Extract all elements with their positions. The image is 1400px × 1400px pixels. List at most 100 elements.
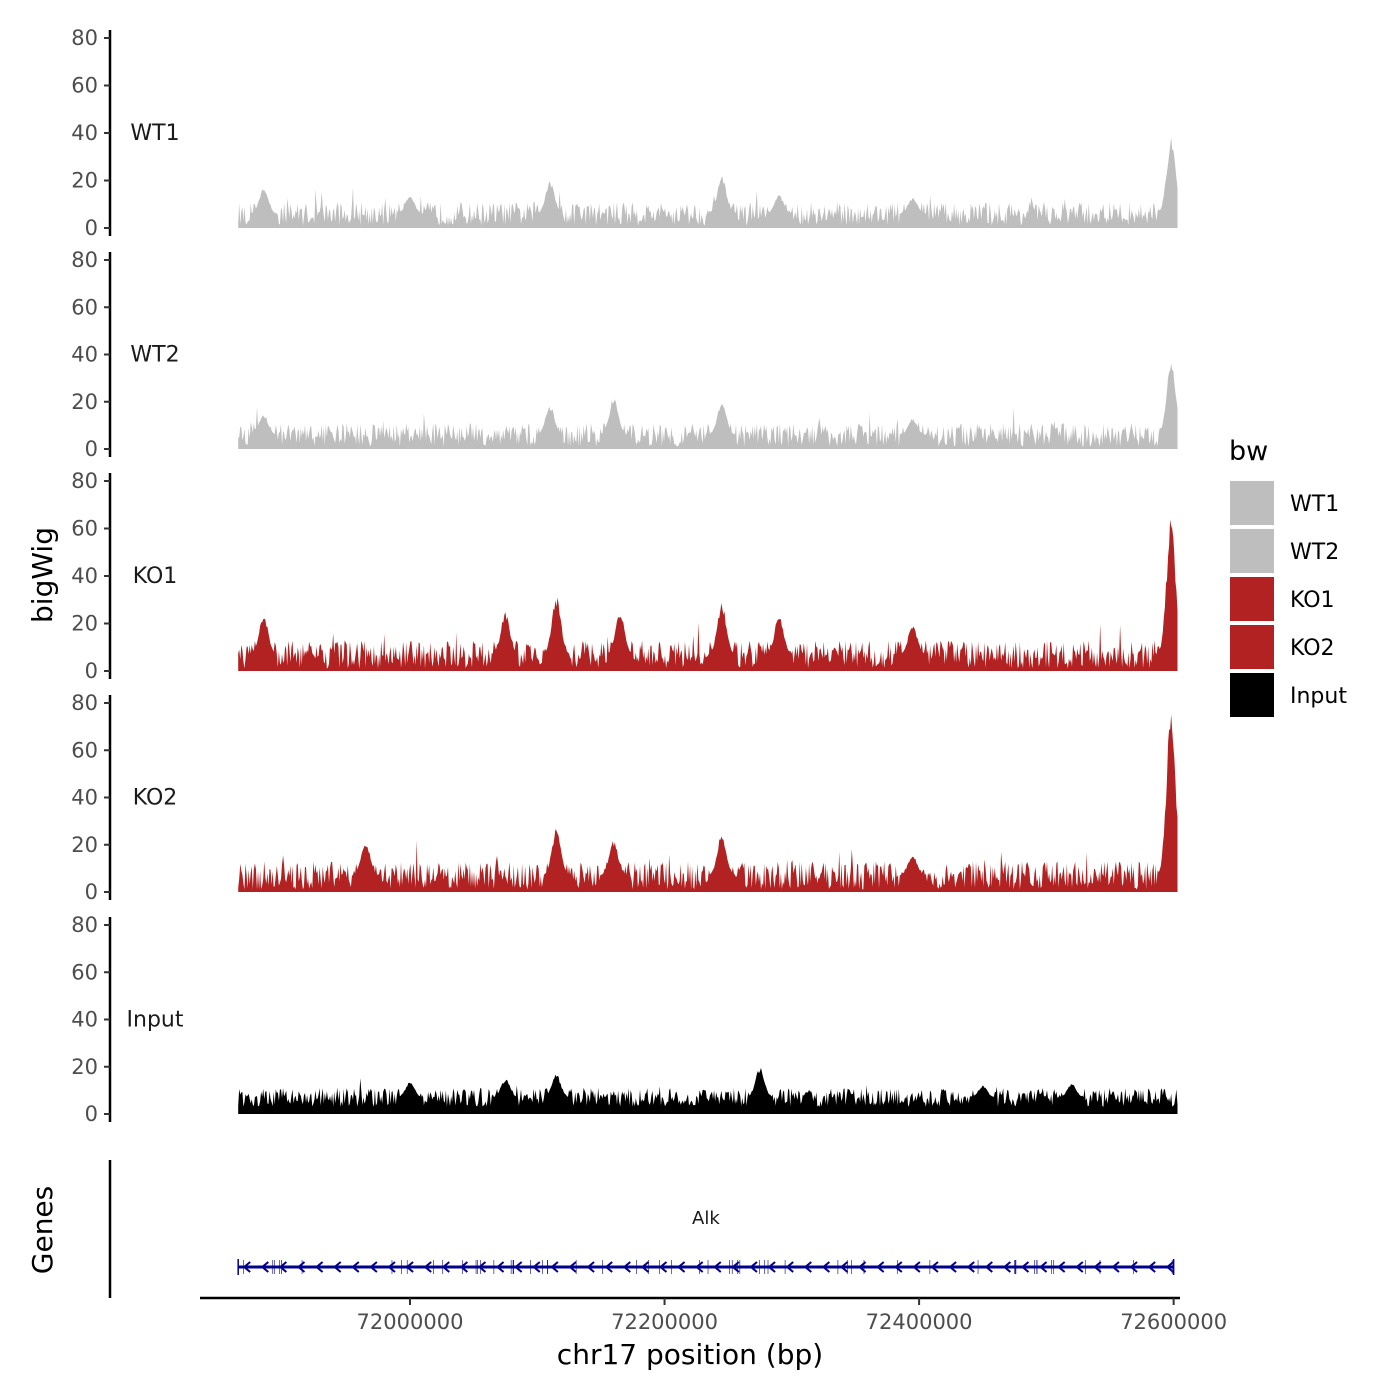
strand-arrow xyxy=(260,1261,269,1273)
y-tick-label: 40 xyxy=(71,343,98,367)
strand-arrow xyxy=(839,1261,849,1273)
strand-arrow xyxy=(550,1261,559,1273)
legend-swatch xyxy=(1230,481,1274,525)
legend: WT1 WT2 KO1 KO2 Input xyxy=(1230,481,1347,717)
track-wt2: 0 20 40 60 80 WT2 xyxy=(71,248,1178,461)
strand-arrow xyxy=(369,1261,378,1273)
legend-label: WT2 xyxy=(1290,540,1339,565)
signal-area-ko1 xyxy=(238,519,1178,671)
y-tick-label: 80 xyxy=(71,26,98,50)
y-tick-label: 60 xyxy=(71,295,98,319)
track-panels: 0 20 40 60 80 WT1 0 20 40 60 80 WT2 0 20 40 60 80 KO1 0 20 4… xyxy=(71,26,1178,1126)
strand-arrow xyxy=(423,1261,432,1273)
legend-item-wt1: WT1 xyxy=(1230,481,1339,525)
strand-arrow xyxy=(749,1261,758,1273)
x-tick-label: 72600000 xyxy=(1120,1310,1227,1334)
strand-arrow xyxy=(242,1261,251,1273)
y-tick-label: 60 xyxy=(71,517,98,541)
x-tick-label: 72400000 xyxy=(866,1310,973,1334)
strand-arrow xyxy=(532,1261,541,1273)
legend-label: KO2 xyxy=(1290,636,1335,661)
strand-arrow xyxy=(912,1261,921,1273)
y-tick-label: 0 xyxy=(85,659,98,683)
y-tick-label: 20 xyxy=(71,1055,98,1079)
legend-item-ko1: KO1 xyxy=(1230,577,1335,621)
strand-arrow xyxy=(1129,1261,1138,1273)
track-input: 0 20 40 60 80 Input xyxy=(71,913,1178,1126)
strand-arrow xyxy=(695,1261,704,1273)
strand-arrow xyxy=(858,1261,867,1273)
y-tick-label: 80 xyxy=(71,913,98,937)
legend-item-wt2: WT2 xyxy=(1230,529,1339,573)
strand-arrow xyxy=(1075,1261,1084,1273)
strand-arrow xyxy=(387,1261,396,1273)
strand-arrow xyxy=(984,1261,993,1273)
strand-arrow xyxy=(803,1261,812,1273)
track-ko1: 0 20 40 60 80 KO1 xyxy=(71,469,1178,683)
strand-arrow xyxy=(821,1261,831,1273)
x-axis: 72000000 72200000 72400000 72600000 xyxy=(200,1296,1227,1334)
strand-arrow xyxy=(876,1261,885,1273)
legend-title: bw xyxy=(1229,436,1268,467)
y-tick-label: 20 xyxy=(71,833,98,857)
strand-arrow xyxy=(604,1261,613,1273)
y-tick-label: 20 xyxy=(71,390,98,414)
genes-panel-title: Genes xyxy=(26,1186,59,1274)
track-wt1: 0 20 40 60 80 WT1 xyxy=(71,26,1178,240)
strand-arrow xyxy=(1020,1261,1030,1273)
legend-swatch xyxy=(1230,577,1274,621)
strand-arrow xyxy=(1002,1261,1012,1273)
y-tick-label: 0 xyxy=(85,216,98,240)
strand-arrow xyxy=(296,1261,306,1273)
y-tick-label: 80 xyxy=(71,691,98,715)
strand-arrow xyxy=(1057,1261,1066,1273)
strand-arrow xyxy=(622,1261,631,1273)
track-label-wt2: WT2 xyxy=(130,343,179,368)
y-tick-label: 60 xyxy=(71,738,98,762)
strand-arrow xyxy=(966,1261,975,1273)
legend-swatch xyxy=(1230,673,1274,717)
signal-area-input xyxy=(238,1067,1178,1114)
strand-arrow xyxy=(1093,1261,1102,1273)
track-label-ko1: KO1 xyxy=(133,564,178,589)
y-tick-label: 40 xyxy=(71,1008,98,1032)
x-tick-label: 72000000 xyxy=(357,1310,464,1334)
strand-arrow xyxy=(785,1261,794,1273)
legend-swatch xyxy=(1230,529,1274,573)
strand-arrow xyxy=(1147,1261,1156,1273)
strand-arrow xyxy=(459,1261,469,1273)
strand-arrow xyxy=(894,1261,903,1273)
strand-arrow xyxy=(677,1261,686,1273)
legend-label: KO1 xyxy=(1290,588,1335,613)
strand-arrow xyxy=(1039,1261,1048,1273)
y-tick-label: 0 xyxy=(85,437,98,461)
strand-arrow xyxy=(514,1261,523,1273)
signal-area-ko2 xyxy=(238,714,1178,892)
track-ko2: 0 20 40 60 80 KO2 xyxy=(71,691,1178,904)
y-tick-label: 20 xyxy=(71,169,98,193)
y-tick-label: 80 xyxy=(71,248,98,272)
gene-label: Alk xyxy=(692,1208,720,1229)
strand-arrow xyxy=(477,1261,487,1273)
y-tick-label: 60 xyxy=(71,960,98,984)
strand-arrow xyxy=(640,1261,650,1273)
y-tick-label: 0 xyxy=(85,1102,98,1126)
y-tick-label: 20 xyxy=(71,612,98,636)
strand-arrow xyxy=(731,1261,740,1273)
track-label-input: Input xyxy=(127,1008,184,1033)
signal-area-wt2 xyxy=(238,363,1178,449)
strand-arrow xyxy=(441,1261,450,1273)
strand-arrow xyxy=(948,1261,957,1273)
strand-arrow xyxy=(767,1261,776,1273)
strand-arrow xyxy=(713,1261,722,1273)
strand-arrow xyxy=(586,1261,595,1273)
legend-swatch xyxy=(1230,625,1274,669)
strand-arrow xyxy=(351,1261,360,1273)
strand-arrow xyxy=(658,1261,668,1273)
y-tick-label: 0 xyxy=(85,880,98,904)
strand-arrow xyxy=(405,1261,414,1273)
x-axis-title: chr17 position (bp) xyxy=(557,1338,823,1371)
strand-arrow xyxy=(315,1261,324,1273)
track-label-ko2: KO2 xyxy=(133,786,178,811)
